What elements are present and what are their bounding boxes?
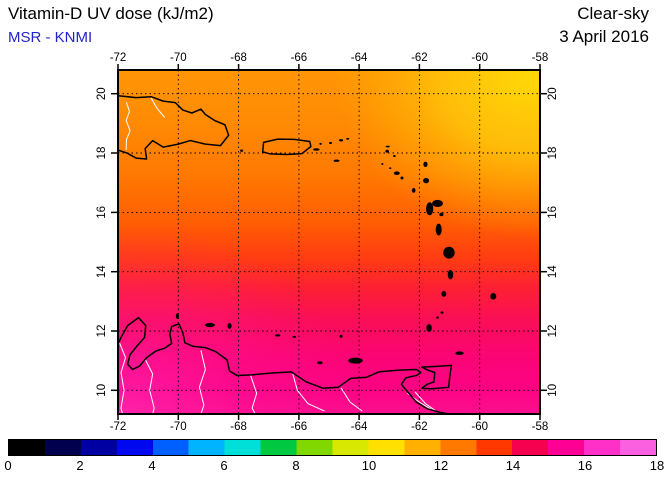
colorbar-tick-label: 8 [292,458,300,473]
lat-tick-label: 16 [547,206,559,219]
lon-tick-label: -60 [471,52,488,64]
lat-tick-label: 10 [547,384,559,397]
lon-tick-label: -58 [532,421,549,430]
lat-tick-label: 20 [96,87,108,100]
hispaniola-coast [118,96,229,159]
colorbar-tick-label: 10 [361,458,377,473]
lat-tick-label: 18 [547,147,559,160]
lon-tick-label: -64 [351,421,368,430]
colorbar-gradient [8,439,657,456]
lon-tick-label: -62 [411,52,428,64]
lon-tick-label: -70 [170,421,187,430]
lat-axis-right: 20 18 16 14 12 10 [547,87,559,396]
south-america-coast [118,318,450,414]
colorbar-tick-label: 14 [505,458,521,473]
lon-tick-label: -58 [532,52,549,64]
colorbar-labels: 0 2 4 6 8 10 12 14 16 18 [0,458,665,476]
colorbar-tick-label: 4 [148,458,156,473]
lat-tick-label: 20 [547,87,559,100]
colorbar-tick-label: 0 [4,458,12,473]
colorbar-tick-label: 2 [76,458,84,473]
lat-tick-label: 14 [96,265,108,278]
map-frame [117,69,541,415]
puerto-rico-coast [263,139,311,154]
lat-tick-label: 12 [547,325,559,338]
sky-condition-label: Clear-sky [577,4,649,23]
lon-tick-label: -72 [110,52,127,64]
page-title: Vitamin-D UV dose (kJ/m2) [8,4,214,23]
lon-tick-label: -68 [230,52,247,64]
lat-axis-left: 20 18 16 14 12 10 [96,87,108,396]
coastlines [118,96,451,414]
lon-tick-label: -70 [170,52,187,64]
lon-axis-top: -72 -70 -68 -66 -64 -62 -60 -58 [110,52,549,64]
lon-tick-label: -64 [351,52,368,64]
lon-tick-label: -72 [110,421,127,430]
map-plot: -72 -70 -68 -66 -64 -62 -60 -58 -72 -70 … [96,52,559,430]
lon-tick-label: -66 [291,421,308,430]
figure-source: MSR - KNMI [8,29,93,46]
small-islands [175,137,497,365]
lat-tick-label: 14 [547,265,559,278]
lat-tick-label: 10 [96,384,108,397]
lat-tick-label: 16 [96,206,108,219]
lat-tick-label: 12 [96,325,108,338]
colorbar-tick-label: 12 [433,458,449,473]
trinidad-coast [422,365,452,388]
lon-tick-label: -68 [230,421,247,430]
lon-tick-label: -66 [291,52,308,64]
uv-dose-field [118,70,540,414]
colorbar-tick-label: 6 [220,458,228,473]
figure-date: 3 April 2016 [559,27,649,46]
lon-tick-label: -60 [471,421,488,430]
graticule-grid [118,70,540,414]
lon-tick-label: -62 [411,421,428,430]
lon-axis-bottom: -72 -70 -68 -66 -64 -62 -60 -58 [110,421,549,430]
axis-ticks [111,64,547,420]
colorbar-tick-label: 16 [577,458,593,473]
lat-tick-label: 18 [96,147,108,160]
colorbar-tick-label: 18 [649,458,665,473]
